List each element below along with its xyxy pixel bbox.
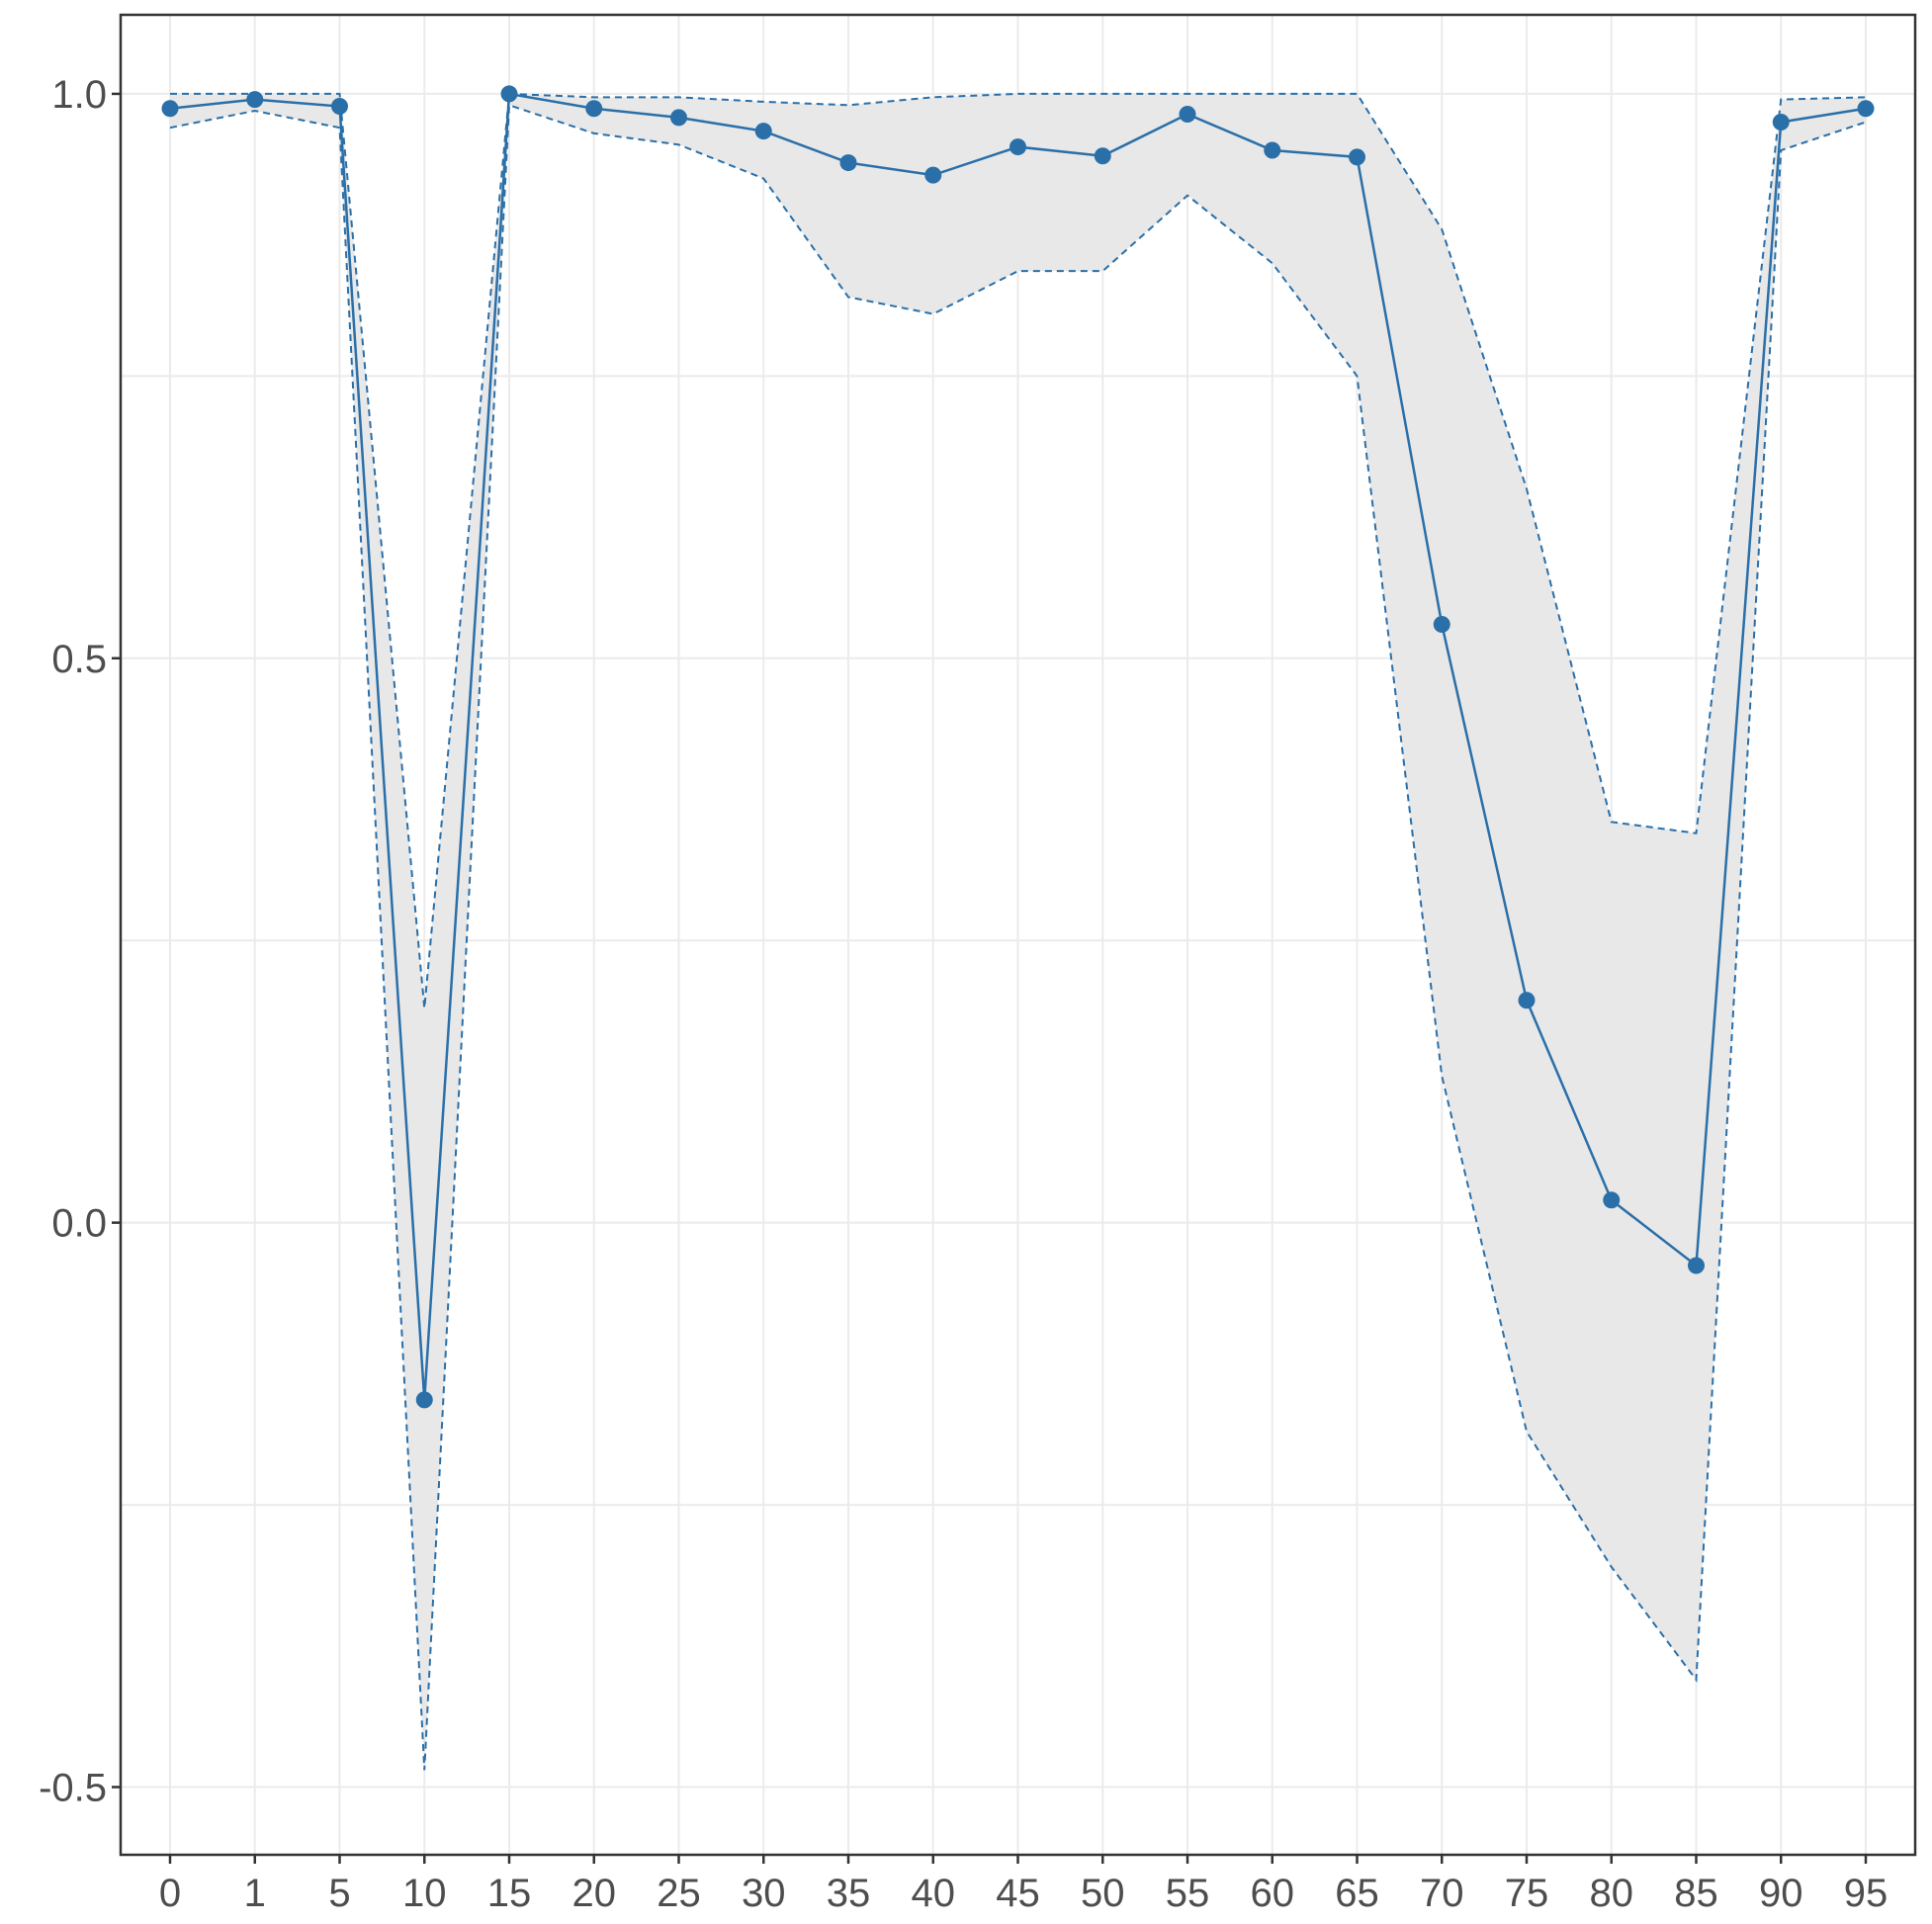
data-point (1772, 113, 1790, 131)
x-tick-label: 90 (1759, 1872, 1803, 1915)
x-tick-label: 50 (1081, 1872, 1125, 1915)
x-tick-label: 25 (657, 1872, 701, 1915)
x-tick-label: 45 (996, 1872, 1040, 1915)
data-point (839, 154, 857, 172)
x-tick-label: 75 (1505, 1872, 1549, 1915)
data-point (1433, 616, 1450, 634)
data-point (500, 85, 518, 103)
data-point (1688, 1257, 1705, 1274)
data-point (585, 100, 603, 118)
data-point (1094, 147, 1111, 165)
x-tick-label: 5 (328, 1872, 350, 1915)
data-point (415, 1391, 433, 1409)
data-point (1264, 141, 1281, 159)
y-tick-label: 0.0 (51, 1202, 107, 1246)
lower-bound-line (169, 103, 1867, 1771)
x-tick-label: 15 (487, 1872, 532, 1915)
x-tick-label: 95 (1844, 1872, 1888, 1915)
x-tick-label: 80 (1590, 1872, 1634, 1915)
x-tick-label: 35 (827, 1872, 871, 1915)
x-tick-label: 65 (1335, 1872, 1379, 1915)
upper-bound-line (170, 92, 1867, 1008)
x-tick-label: 1 (244, 1872, 266, 1915)
x-tick-label: 85 (1674, 1872, 1718, 1915)
data-point (924, 166, 942, 184)
data-point (1010, 138, 1026, 156)
data-point (1857, 100, 1875, 118)
confidence-band (169, 92, 1867, 1771)
x-axis: 0 1 5 10 15 20 25 30 35 40 45 50 55 60 65 70 75 80 85 90 95 (159, 1855, 1888, 1915)
data-point (754, 123, 772, 140)
x-tick-label: 0 (159, 1872, 181, 1915)
x-tick-label: 70 (1420, 1872, 1464, 1915)
x-tick-label: 40 (912, 1872, 956, 1915)
y-axis: -0.5 0.0 0.5 1.0 (39, 73, 121, 1809)
data-point (1179, 105, 1196, 123)
x-tick-label: 55 (1166, 1872, 1210, 1915)
band-area (170, 93, 1866, 1771)
x-tick-label: 20 (572, 1872, 617, 1915)
data-point (331, 97, 348, 115)
data-point (1349, 148, 1365, 166)
x-tick-label: 60 (1251, 1872, 1295, 1915)
series-points (161, 85, 1875, 1409)
y-tick-label: 0.5 (51, 638, 107, 681)
data-point (246, 91, 264, 109)
data-point (670, 109, 687, 127)
x-tick-label: 30 (742, 1872, 786, 1915)
y-tick-label: -0.5 (39, 1766, 107, 1809)
x-tick-label: 10 (402, 1872, 447, 1915)
y-tick-label: 1.0 (51, 73, 107, 117)
data-point (161, 100, 179, 118)
data-point (1603, 1191, 1621, 1209)
data-point (1518, 992, 1536, 1009)
